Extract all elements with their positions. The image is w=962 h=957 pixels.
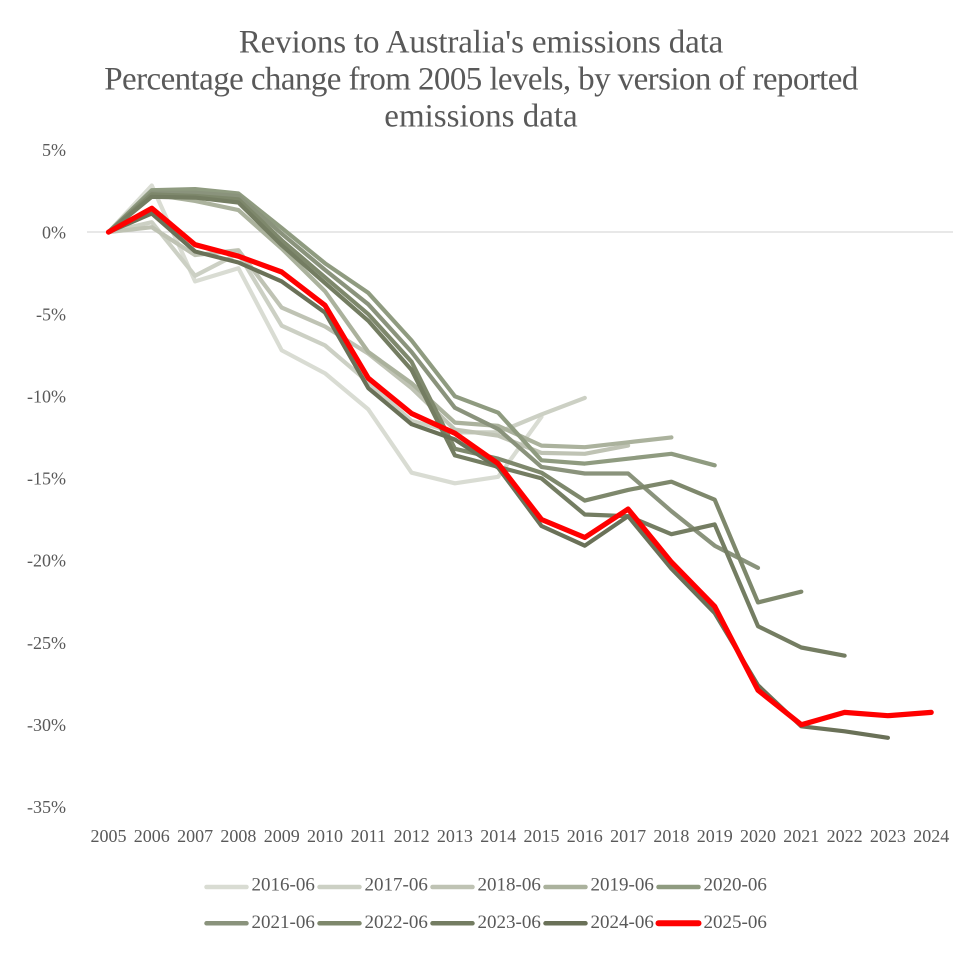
svg-text:2020-06: 2020-06 (704, 875, 767, 896)
svg-text:2006: 2006 (134, 826, 170, 846)
svg-text:emissions data: emissions data (384, 99, 578, 135)
svg-text:Revions to Australia's emissio: Revions to Australia's emissions data (239, 25, 724, 61)
svg-text:2022-06: 2022-06 (365, 912, 428, 933)
svg-text:0%: 0% (42, 222, 66, 242)
svg-text:5%: 5% (42, 140, 66, 160)
svg-text:2018: 2018 (653, 826, 689, 846)
svg-text:2017: 2017 (610, 826, 646, 846)
svg-text:2009: 2009 (264, 826, 300, 846)
svg-text:-5%: -5% (36, 304, 66, 324)
svg-text:2015: 2015 (524, 826, 560, 846)
svg-text:2005: 2005 (91, 826, 127, 846)
svg-text:2024-06: 2024-06 (591, 912, 654, 933)
svg-text:2017-06: 2017-06 (365, 875, 428, 896)
svg-text:2013: 2013 (437, 826, 473, 846)
svg-text:2014: 2014 (480, 826, 516, 846)
svg-text:-30%: -30% (27, 715, 66, 735)
svg-text:2016: 2016 (567, 826, 603, 846)
svg-text:2022: 2022 (827, 826, 863, 846)
svg-text:2024: 2024 (913, 826, 949, 846)
svg-text:2010: 2010 (307, 826, 343, 846)
svg-text:2025-06: 2025-06 (704, 912, 767, 933)
svg-text:2021-06: 2021-06 (252, 912, 315, 933)
svg-text:2020: 2020 (740, 826, 776, 846)
svg-text:2012: 2012 (394, 826, 430, 846)
svg-text:2019-06: 2019-06 (591, 875, 654, 896)
svg-text:2016-06: 2016-06 (252, 875, 315, 896)
svg-text:2018-06: 2018-06 (478, 875, 541, 896)
svg-text:2021: 2021 (783, 826, 819, 846)
svg-text:-10%: -10% (27, 387, 66, 407)
svg-text:-20%: -20% (27, 551, 66, 571)
svg-text:-25%: -25% (27, 633, 66, 653)
svg-text:2011: 2011 (351, 826, 386, 846)
svg-text:2008: 2008 (220, 826, 256, 846)
svg-text:Percentage change from 2005 le: Percentage change from 2005 levels, by v… (104, 62, 859, 98)
svg-text:-35%: -35% (27, 797, 66, 817)
svg-text:2023-06: 2023-06 (478, 912, 541, 933)
svg-text:2019: 2019 (697, 826, 733, 846)
svg-text:2007: 2007 (177, 826, 213, 846)
svg-text:-15%: -15% (27, 469, 66, 489)
svg-text:2023: 2023 (870, 826, 906, 846)
